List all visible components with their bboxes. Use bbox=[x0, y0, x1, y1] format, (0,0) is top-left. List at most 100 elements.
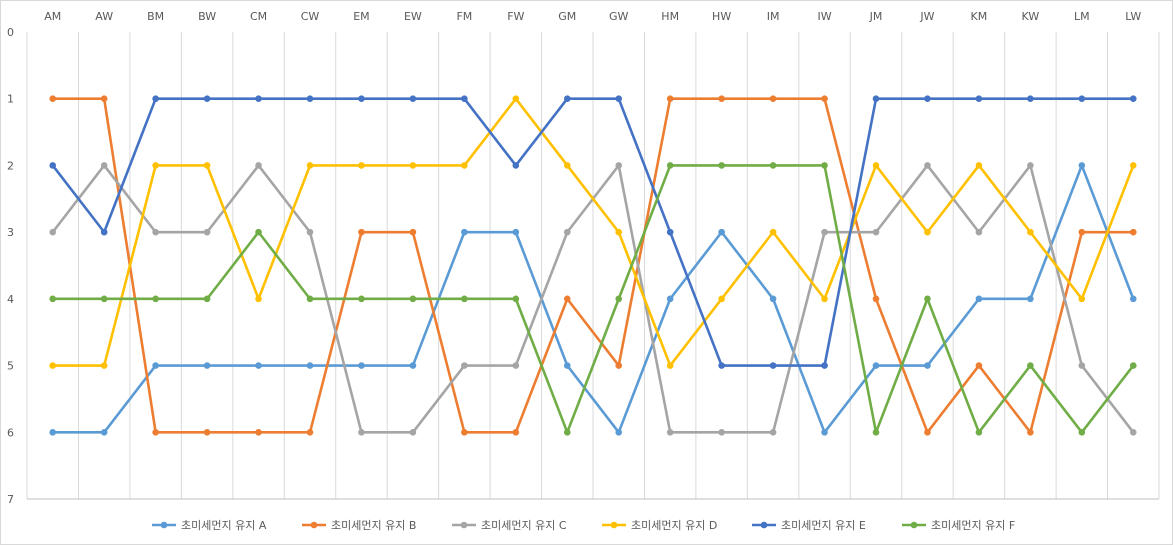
y-tick-label: 1 bbox=[7, 93, 14, 106]
data-point bbox=[563, 428, 571, 436]
data-point bbox=[49, 362, 57, 369]
data-point bbox=[409, 362, 417, 369]
x-tick-label: IW bbox=[817, 10, 831, 23]
data-point bbox=[666, 228, 674, 236]
data-point bbox=[49, 162, 57, 169]
data-point bbox=[769, 95, 777, 103]
data-point bbox=[512, 228, 520, 236]
data-point bbox=[306, 162, 314, 169]
data-point bbox=[203, 295, 211, 303]
data-point bbox=[358, 228, 365, 236]
data-point bbox=[924, 362, 931, 369]
x-tick-label: AM bbox=[44, 10, 61, 23]
legend: 초미세먼지 유지 A 초미세먼지 유지 B 초미세먼지 유지 C 초미세먼지 유지 D… bbox=[152, 519, 1015, 532]
data-point bbox=[152, 228, 159, 236]
data-point bbox=[1129, 228, 1137, 236]
data-point bbox=[563, 362, 571, 369]
data-point bbox=[100, 228, 108, 236]
data-point bbox=[203, 162, 211, 169]
data-point bbox=[1027, 228, 1034, 236]
data-point bbox=[718, 95, 725, 103]
data-point bbox=[563, 95, 571, 103]
data-point bbox=[306, 228, 314, 236]
data-point bbox=[769, 428, 777, 436]
data-point bbox=[49, 428, 57, 436]
series-line bbox=[51, 164, 1135, 434]
data-point bbox=[1129, 428, 1137, 436]
series-line bbox=[51, 97, 1135, 434]
x-tick-label: IM bbox=[767, 10, 780, 23]
series-f bbox=[49, 162, 1137, 436]
data-point bbox=[821, 162, 828, 169]
legend-label: 초미세먼지 유지 B bbox=[331, 519, 416, 532]
data-point bbox=[718, 428, 725, 436]
data-point bbox=[924, 162, 931, 169]
data-point bbox=[255, 362, 262, 369]
y-axis-ticks: 0 1 2 3 4 5 6 7 bbox=[7, 26, 14, 506]
series-line bbox=[51, 164, 1135, 434]
x-tick-label: BW bbox=[198, 10, 216, 23]
data-point bbox=[358, 162, 365, 169]
legend-swatch-marker bbox=[910, 521, 918, 529]
data-point bbox=[769, 295, 777, 303]
y-tick-label: 2 bbox=[7, 159, 14, 172]
data-point bbox=[563, 295, 571, 303]
x-tick-label: CM bbox=[250, 10, 267, 23]
data-point bbox=[255, 95, 262, 103]
data-point bbox=[615, 95, 623, 103]
data-point bbox=[461, 228, 468, 236]
x-tick-label: AW bbox=[95, 10, 113, 23]
data-point bbox=[1078, 428, 1086, 436]
data-point bbox=[461, 162, 468, 169]
data-point bbox=[872, 295, 880, 303]
data-point bbox=[975, 428, 983, 436]
data-point bbox=[975, 162, 983, 169]
data-point bbox=[924, 228, 931, 236]
data-point bbox=[872, 162, 880, 169]
data-point bbox=[769, 362, 777, 369]
data-point bbox=[666, 362, 674, 369]
data-point bbox=[975, 295, 983, 303]
x-tick-label: JW bbox=[919, 10, 934, 23]
x-tick-label: HM bbox=[661, 10, 679, 23]
data-point bbox=[924, 428, 931, 436]
legend-swatch-marker bbox=[310, 521, 318, 529]
data-point bbox=[49, 95, 57, 103]
legend-item: 초미세먼지 유지 B bbox=[302, 519, 416, 532]
data-point bbox=[615, 295, 623, 303]
data-point bbox=[666, 428, 674, 436]
y-tick-label: 4 bbox=[7, 293, 14, 306]
data-point bbox=[1129, 362, 1137, 369]
data-point bbox=[461, 295, 468, 303]
data-point bbox=[872, 95, 880, 103]
data-point bbox=[821, 362, 828, 369]
x-tick-label: HW bbox=[712, 10, 731, 23]
data-point bbox=[975, 362, 983, 369]
data-point bbox=[152, 95, 159, 103]
data-point bbox=[306, 295, 314, 303]
data-point bbox=[615, 362, 623, 369]
data-point bbox=[1078, 228, 1086, 236]
x-tick-label: EW bbox=[404, 10, 422, 23]
data-point bbox=[615, 162, 623, 169]
data-point bbox=[1078, 95, 1086, 103]
series-line bbox=[51, 97, 1135, 367]
data-point bbox=[358, 295, 365, 303]
legend-label: 초미세먼지 유지 F bbox=[931, 519, 1015, 532]
data-point bbox=[461, 95, 468, 103]
data-point bbox=[666, 162, 674, 169]
data-point bbox=[512, 362, 520, 369]
data-point bbox=[615, 228, 623, 236]
data-point bbox=[1129, 162, 1137, 169]
series-d bbox=[49, 95, 1137, 369]
data-point bbox=[358, 362, 365, 369]
data-point bbox=[821, 228, 828, 236]
legend-label: 초미세먼지 유지 C bbox=[481, 519, 567, 532]
series-group bbox=[49, 95, 1137, 436]
data-point bbox=[409, 95, 417, 103]
x-tick-label: KW bbox=[1022, 10, 1040, 23]
data-point bbox=[1027, 295, 1034, 303]
data-point bbox=[306, 95, 314, 103]
data-point bbox=[100, 95, 108, 103]
